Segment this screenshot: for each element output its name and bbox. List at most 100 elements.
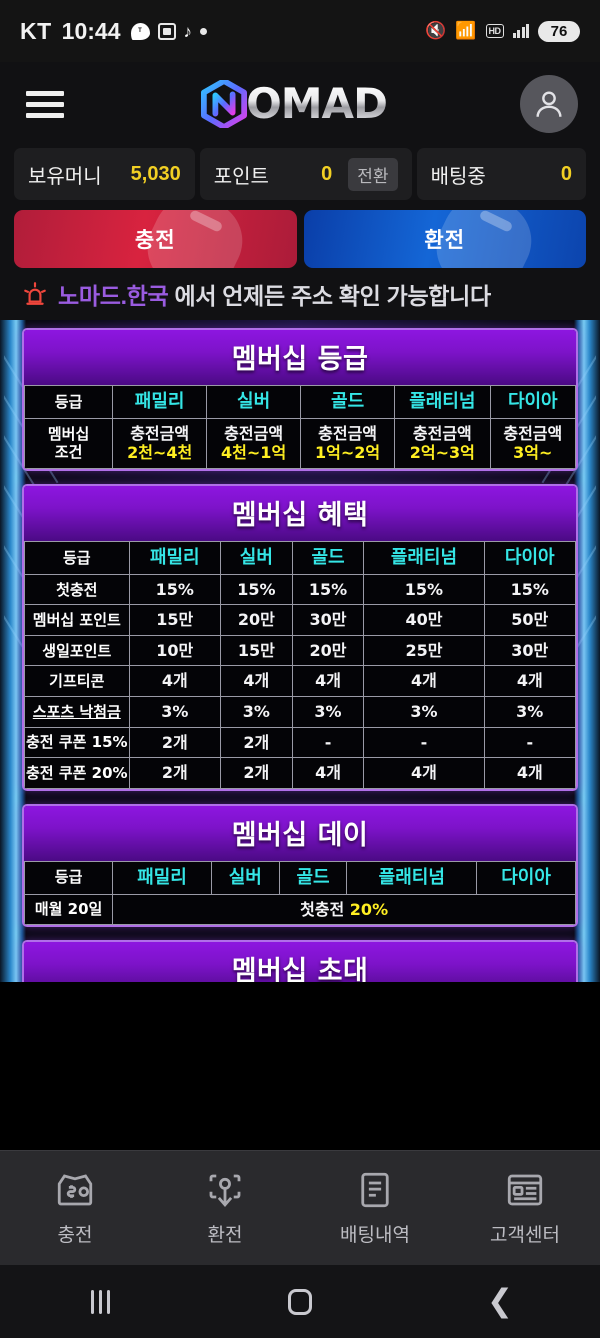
table-cell: - (483, 726, 576, 759)
table-cell: 4개 (291, 757, 365, 789)
hd-icon: HD (485, 24, 504, 38)
nomad-logo[interactable]: OMAD (201, 80, 388, 128)
android-navigation-bar: ❮ (0, 1265, 600, 1338)
row-label: 멤버십 조건 (24, 417, 114, 469)
table-header-row: 등급 패밀리 실버 골드 플래티넘 다이아 (24, 385, 576, 419)
membership-table-title: 멤버십 초대 (24, 942, 576, 982)
table-row: 충전 쿠폰 15% 2개 2개 - - - (24, 726, 576, 759)
tier-header-1: 패밀리 (128, 540, 222, 575)
point-cell[interactable]: 포인트 0 전환 (199, 148, 412, 200)
betting-label: 배팅중 (430, 165, 486, 188)
table-cell: 3% (291, 696, 365, 728)
table-cell: 4개 (483, 665, 576, 697)
membership-table-title: 멤버십 혜택 (24, 485, 576, 541)
table-cell: 15% (363, 573, 485, 606)
clock-label: 10:44 (61, 17, 121, 44)
table-cell: 15% (291, 573, 365, 606)
nav-item-support[interactable]: 고객센터 (450, 1169, 600, 1247)
membership-table: 멤버십 데이 등급 패밀리 실버 골드 플래티넘 다이아 매월 20일 첫충전 20% (22, 803, 578, 928)
wallet-icon (57, 1174, 93, 1206)
row-label: 기프티콘 (24, 665, 130, 697)
nav-label-withdraw: 환전 (207, 1225, 243, 1246)
tier-header-2: 실버 (220, 540, 293, 575)
table-cell: 3% (220, 696, 293, 728)
table-cell: 20만 (291, 634, 365, 667)
kakaotalk-icon: T (130, 22, 150, 40)
table-cell: 25만 (363, 634, 485, 667)
betting-cell[interactable]: 배팅중 0 (416, 148, 586, 200)
tier-header-4: 플래티넘 (363, 540, 485, 575)
siren-icon (24, 282, 46, 305)
nav-item-withdraw[interactable]: 환전 (150, 1169, 300, 1247)
tier-header-1: 패밀리 (112, 860, 212, 895)
nomad-n-logo-icon (201, 80, 248, 128)
membership-table: 멤버십 등급 등급 패밀리 실버 골드 플래티넘 다이아 멤버십 조건 충전금액 2천~4천 충전금액… (22, 328, 578, 471)
document-icon (361, 1172, 389, 1208)
notice-rest: 에서 언제든 주소 확인 가능합니다 (168, 283, 491, 309)
withdraw-button[interactable]: 환전 (303, 210, 586, 268)
row-label: 멤버십 포인트 (24, 604, 130, 636)
point-value: 0 (321, 162, 333, 185)
support-icon (507, 1174, 543, 1206)
table-header-row: 등급 패밀리 실버 골드 플래티넘 다이아 (24, 540, 576, 575)
promo-edge-left (0, 320, 26, 982)
status-bar-left: KT 10:44 T ♪ (20, 18, 207, 45)
account-info-bar: 보유머니 5,030 포인트 0 전환 배팅중 0 (0, 146, 600, 202)
notice-banner[interactable]: 노마드.한국 에서 언제든 주소 확인 가능합니다 (0, 274, 600, 320)
recent-apps-icon[interactable] (1, 1289, 199, 1314)
point-label: 포인트 (213, 165, 269, 188)
table-cell: 2개 (128, 726, 222, 759)
hamburger-icon[interactable] (22, 87, 68, 122)
signal-icon (512, 24, 529, 38)
tier-header-1: 패밀리 (112, 385, 208, 419)
withdraw-button-label: 환전 (424, 229, 466, 252)
table-row: 스포츠 낙첨금 3% 3% 3% 3% 3% (24, 696, 576, 728)
table-row: 첫충전 15% 15% 15% 15% 15% (24, 573, 576, 606)
table-header-cell: 등급 (24, 385, 114, 419)
money-cell[interactable]: 보유머니 5,030 (14, 148, 195, 200)
tier-header-2: 실버 (206, 385, 302, 419)
deposit-button[interactable]: 충전 (14, 210, 297, 268)
home-icon[interactable] (201, 1288, 399, 1315)
nav-item-betting-history[interactable]: 배팅내역 (300, 1169, 450, 1247)
notice-text: 노마드.한국 에서 언제든 주소 확인 가능합니다 (58, 277, 491, 311)
table-row: 멤버십 포인트 15만 20만 30만 40만 50만 (24, 604, 576, 636)
membership-table-grid: 등급 패밀리 실버 골드 플래티넘 다이아 첫충전 15% 15% 15% 15% 15% 멤버십 포인… (24, 540, 576, 789)
table-row: 충전 쿠폰 20% 2개 2개 4개 4개 4개 (24, 757, 576, 789)
status-bar: KT 10:44 T ♪ 🔇 📶 HD 76 (0, 0, 600, 62)
table-cell: 2개 (220, 757, 293, 789)
table-cell: 충전금액 3억~ (489, 417, 576, 469)
tier-header-3: 골드 (278, 860, 348, 895)
table-cell: 50만 (483, 604, 576, 636)
table-cell: 2개 (220, 726, 293, 759)
membership-tables: 멤버십 등급 등급 패밀리 실버 골드 플래티넘 다이아 멤버십 조건 충전금액 2천~4천 충전금액… (22, 328, 578, 982)
status-notification-icons: T ♪ (130, 22, 207, 40)
nav-label-betting-history: 배팅내역 (340, 1225, 410, 1246)
table-cell: 4개 (220, 665, 293, 697)
convert-point-button[interactable]: 전환 (348, 157, 398, 191)
nav-label-support: 고객센터 (490, 1225, 560, 1246)
table-cell: 15% (483, 573, 576, 606)
table-cell: 2개 (128, 757, 222, 789)
table-cell: 충전금액 2억~3억 (394, 417, 491, 469)
user-avatar-icon[interactable] (520, 75, 578, 133)
tier-header-3: 골드 (291, 540, 365, 575)
membership-promo-image: 멤버십 등급 등급 패밀리 실버 골드 플래티넘 다이아 멤버십 조건 충전금액 2천~4천 충전금액… (0, 320, 600, 982)
app-header: OMAD (0, 62, 600, 146)
nav-item-deposit[interactable]: 충전 (0, 1169, 150, 1247)
row-label: 충전 쿠폰 20% (24, 757, 130, 789)
tier-header-5: 다이아 (483, 540, 576, 575)
table-row: 멤버십 조건 충전금액 2천~4천 충전금액 4천~1억 충전금액 1억~2억 충전금액 2억~3… (24, 417, 576, 469)
betting-value: 0 (560, 162, 572, 185)
table-row: 생일포인트 10만 15만 20만 25만 30만 (24, 634, 576, 667)
back-icon[interactable]: ❮ (487, 1283, 513, 1319)
dot-icon (200, 27, 207, 35)
table-cell: 4개 (291, 665, 365, 697)
table-cell: 30만 (291, 604, 365, 636)
money-label: 보유머니 (28, 165, 102, 188)
action-buttons: 충전 환전 (0, 202, 600, 274)
tier-header-3: 골드 (300, 385, 396, 419)
money-value: 5,030 (130, 162, 181, 185)
table-cell: 15% (220, 573, 293, 606)
photo-frame-icon (157, 22, 176, 40)
